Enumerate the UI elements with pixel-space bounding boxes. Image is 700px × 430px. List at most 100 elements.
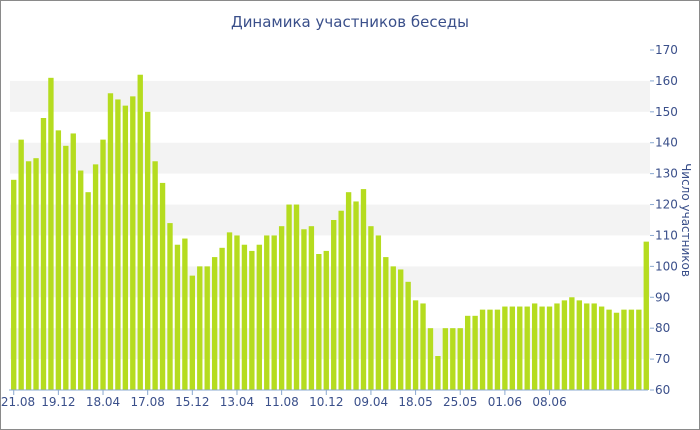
bar — [226, 232, 233, 390]
grid-band — [10, 142, 650, 174]
y-tick-label: 160 — [655, 74, 678, 88]
bar — [159, 182, 166, 390]
bar — [92, 164, 99, 390]
bar — [636, 309, 642, 390]
bar — [546, 306, 553, 390]
bar — [316, 254, 322, 390]
y-tick-label: 120 — [655, 198, 678, 212]
bar — [383, 257, 389, 390]
bar — [11, 179, 17, 390]
bar — [122, 105, 129, 391]
x-tick-label: 18.05 — [398, 395, 432, 409]
chart-title: Динамика участников беседы — [231, 13, 469, 31]
bar — [390, 266, 396, 390]
bar — [479, 309, 486, 390]
bar — [264, 235, 270, 390]
bar — [412, 300, 419, 390]
x-tick-label: 09.04 — [354, 395, 388, 409]
bar — [561, 300, 568, 390]
bar — [33, 158, 39, 390]
bar — [487, 309, 493, 390]
bar — [130, 96, 136, 390]
bar — [234, 235, 240, 390]
x-tick-label: 18.04 — [86, 395, 120, 409]
bar — [435, 356, 441, 390]
x-tick-label: 08.06 — [532, 395, 566, 409]
bar — [368, 226, 374, 390]
x-axis: 21.08 19.12 18.04 17.08 15.12 13.04 11.08 10.12… — [1, 390, 567, 409]
bar — [78, 170, 84, 390]
bar — [353, 201, 359, 390]
bar — [70, 133, 76, 391]
bar — [420, 303, 426, 390]
y-axis-label: Число участников — [679, 163, 693, 277]
bar — [293, 204, 300, 390]
bar — [100, 139, 106, 390]
bar — [464, 315, 471, 390]
bar — [442, 328, 449, 390]
bar-series — [11, 74, 649, 391]
bar — [137, 74, 143, 391]
bar — [48, 77, 54, 391]
bar — [457, 328, 463, 390]
y-tick-label: 60 — [655, 383, 670, 397]
bar — [360, 189, 367, 390]
bar — [167, 223, 173, 390]
bar — [278, 226, 285, 390]
grid-band — [10, 328, 650, 360]
x-tick-label: 15.12 — [175, 395, 209, 409]
bar — [613, 312, 620, 390]
bar — [628, 309, 635, 390]
x-tick-label: 13.04 — [220, 395, 254, 409]
bar — [204, 266, 210, 390]
grid-bands — [10, 80, 650, 360]
bar — [271, 235, 277, 390]
y-tick-label: 100 — [655, 259, 678, 273]
y-tick-label: 140 — [655, 136, 678, 150]
bar — [308, 226, 315, 390]
x-tick-label: 11.08 — [264, 395, 298, 409]
bar — [472, 315, 478, 390]
bar — [323, 250, 329, 390]
x-tick-label: 17.08 — [130, 395, 164, 409]
bar — [55, 130, 62, 390]
y-tick-label: 70 — [655, 352, 670, 366]
bar — [25, 161, 32, 390]
bar — [40, 118, 47, 390]
bar — [144, 111, 151, 391]
y-tick-label: 90 — [655, 290, 670, 304]
bar — [18, 139, 24, 390]
x-tick-label: 01.06 — [488, 395, 522, 409]
x-tick-label: 25.05 — [443, 395, 477, 409]
y-tick-label: 170 — [655, 43, 678, 57]
bar — [345, 192, 352, 390]
bar — [211, 257, 218, 390]
bar — [375, 235, 382, 390]
bar — [286, 204, 292, 390]
bar — [85, 192, 91, 390]
bar — [569, 297, 575, 390]
bar — [591, 303, 597, 390]
bar — [331, 220, 337, 390]
y-tick-label: 130 — [655, 167, 678, 181]
y-tick-label: 150 — [655, 105, 678, 119]
bar — [598, 306, 605, 390]
bar — [241, 244, 248, 390]
grid-band — [10, 204, 650, 236]
y-tick-label: 110 — [655, 228, 678, 242]
bar — [197, 266, 203, 390]
x-tick-label: 21.08 — [1, 395, 35, 409]
bar — [174, 244, 181, 390]
bar — [450, 328, 456, 390]
bar — [182, 238, 188, 390]
bar — [621, 309, 627, 390]
bar — [405, 281, 411, 390]
bar — [63, 145, 69, 390]
bar — [524, 306, 530, 390]
x-tick-label: 10.12 — [309, 395, 343, 409]
bar — [189, 275, 196, 390]
y-axis: 60 70 80 90 100 110 120 130 140 150 160 170 — [650, 43, 678, 397]
bar — [576, 300, 582, 390]
bar — [256, 244, 262, 390]
